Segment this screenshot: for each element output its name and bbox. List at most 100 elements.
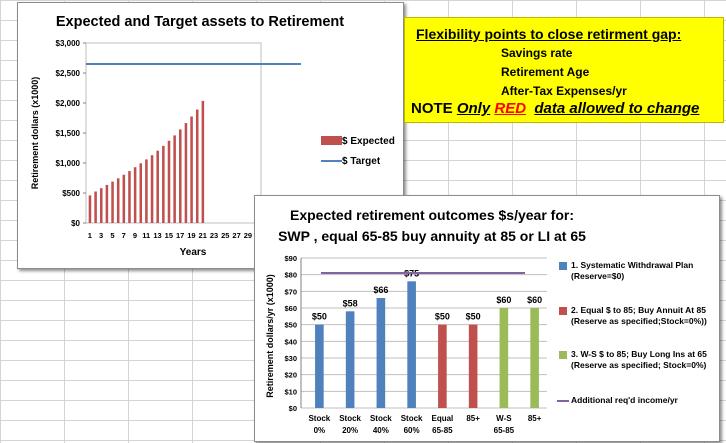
chart1-x-tick-label: 27	[232, 231, 240, 240]
chart2-bar	[499, 308, 509, 408]
note-item-savings-rate: Savings rate	[501, 46, 573, 60]
chart1-bar	[173, 135, 176, 223]
chart2-y-tick-label: $0	[289, 404, 297, 413]
chart2-y-tick-label: $30	[284, 354, 297, 363]
chart1-x-tick-label: 17	[176, 231, 184, 240]
chart1-bar	[133, 167, 137, 223]
chart1-x-tick-label: 25	[221, 231, 229, 240]
chart1-x-tick-label: 15	[165, 231, 173, 240]
chart1-x-tick-label: 29	[244, 231, 252, 240]
chart2-data-label: $66	[373, 285, 388, 295]
chart1-y-tick-label: $2,000	[56, 99, 81, 108]
chart2-bar	[468, 324, 478, 408]
chart1-y-tick-label: $0	[71, 219, 80, 228]
note-final-only: Only	[456, 100, 491, 117]
chart2-y-tick-label: $70	[284, 287, 297, 296]
chart1-legend-label-expected: $ Expected	[342, 136, 395, 147]
chart1-x-tick-label: 19	[187, 231, 195, 240]
chart2-bar	[530, 308, 539, 408]
chart1-bar	[122, 174, 126, 223]
chart1-y-label: Retirement dollars (x1000)	[30, 77, 40, 190]
chart1-y-tick-label: $2,500	[56, 69, 81, 78]
legend-swatch-swp	[559, 262, 567, 270]
chart1-bar	[201, 100, 205, 223]
chart2-y-tick-label: $60	[284, 304, 297, 313]
flexibility-note[interactable]: Flexibility points to close retirment ga…	[404, 17, 724, 123]
chart1-legend-label-target: $ Target	[342, 156, 381, 167]
chart1-x-tick-label: 7	[122, 231, 126, 240]
chart1-bar	[195, 109, 199, 223]
chart2-y-tick-label: $10	[284, 387, 297, 396]
chart1-bar	[111, 181, 114, 223]
chart2-x-tick-label-line1: Equal	[431, 414, 453, 423]
chart1-x-tick-label: 3	[99, 231, 103, 240]
chart2-y-tick-label: $40	[284, 337, 297, 346]
note-final-prefix: NOTE	[411, 100, 457, 117]
chart1-bar	[99, 188, 103, 223]
chart2-x-tick-label-line2: 65-85	[432, 426, 453, 435]
legend-label-ws: 3. W-S $ to 85; Buy Long Ins at 65 (Rese…	[571, 349, 707, 370]
chart2-x-tick-label-line1: W-S	[496, 414, 512, 423]
chart1-bar	[184, 123, 188, 223]
legend-line-additional	[557, 400, 569, 402]
note-final-line: NOTE Only RED data allowed to change	[411, 100, 699, 117]
chart2-x-tick-label-line1: 85+	[466, 414, 480, 423]
chart2-y-tick-label: $20	[284, 371, 297, 380]
legend-label-equal: 2. Equal $ to 85; Buy Annuit At 85 (Rese…	[571, 305, 707, 326]
chart1-bar	[128, 171, 131, 223]
chart2-y-tick-label: $80	[284, 271, 297, 280]
chart2-bar	[407, 281, 416, 408]
chart1-bar	[88, 195, 92, 223]
chart1-y-tick-label: $1,000	[56, 159, 81, 168]
chart2-x-tick-label-line2: 40%	[373, 426, 389, 435]
chart2-data-label: $50	[466, 312, 481, 322]
legend-swatch-equal	[559, 307, 567, 315]
chart2-bar	[315, 324, 324, 408]
chart1-bar	[139, 163, 143, 223]
chart1-x-tick-label: 5	[110, 231, 114, 240]
chart2-x-tick-label-line1: 85+	[528, 414, 542, 423]
chart1-x-tick-label: 11	[142, 231, 150, 240]
chart2-data-label: $58	[343, 298, 358, 308]
chart2-x-tick-label-line1: Stock	[401, 414, 423, 423]
chart1-x-label: Years	[180, 247, 207, 258]
legend-label-swp: 1. Systematic Withdrawal Plan (Reserve=$…	[571, 260, 694, 281]
note-title: Flexibility points to close retirment ga…	[416, 26, 682, 42]
chart2-bar	[376, 298, 386, 408]
outcomes-chart[interactable]: Expected retirement outcomes $s/year for…	[254, 195, 720, 442]
chart1-bar	[145, 159, 148, 223]
chart1-bar	[116, 178, 120, 223]
chart1-bar	[162, 145, 165, 223]
chart2-title-line-2: SWP , equal 65-85 buy annuity at 85 or L…	[278, 228, 586, 244]
chart1-legend-swatch-expected	[321, 136, 342, 145]
chart1-y-tick-label: $500	[62, 189, 80, 198]
assets-chart-svg: Expected and Target assets to Retirement…	[30, 14, 395, 258]
legend-swatch-ws	[559, 351, 567, 359]
chart2-x-tick-label-line1: Stock	[370, 414, 392, 423]
chart1-y-tick-label: $1,500	[56, 129, 81, 138]
note-item-expenses: After-Tax Expenses/yr	[501, 84, 627, 98]
outcomes-chart-svg: Expected retirement outcomes $s/year for…	[265, 207, 586, 435]
chart1-x-tick-label: 21	[199, 231, 207, 240]
chart1-bar	[150, 155, 154, 223]
note-final-red: RED	[494, 100, 527, 117]
chart2-bar	[438, 324, 447, 408]
chart1-x-tick-label: 23	[210, 231, 218, 240]
chart2-data-label: $60	[496, 295, 511, 305]
assets-chart[interactable]: Expected and Target assets to Retirement…	[17, 2, 404, 269]
chart2-title-line-1: Expected retirement outcomes $s/year for…	[290, 207, 574, 223]
note-final-suffix: data allowed to change	[534, 100, 700, 117]
chart2-x-tick-label-line2: 60%	[404, 426, 420, 435]
chart1-x-tick-label: 9	[133, 231, 137, 240]
chart2-data-label: $50	[435, 312, 450, 322]
chart2-bar	[345, 311, 355, 408]
note-item-retirement-age: Retirement Age	[501, 65, 590, 79]
chart1-title: Expected and Target assets to Retirement	[56, 14, 344, 30]
legend-label-additional: Additional req'd income/yr	[571, 395, 678, 405]
chart1-x-tick-label: 1	[88, 231, 92, 240]
chart2-x-tick-label-line2: 0%	[314, 426, 326, 435]
chart2-x-tick-label-line1: Stock	[308, 414, 330, 423]
chart2-y-label: Retirement dollars/yr (x1000)	[265, 274, 275, 398]
chart1-bar	[179, 129, 182, 223]
chart1-x-tick-label: 13	[153, 231, 161, 240]
